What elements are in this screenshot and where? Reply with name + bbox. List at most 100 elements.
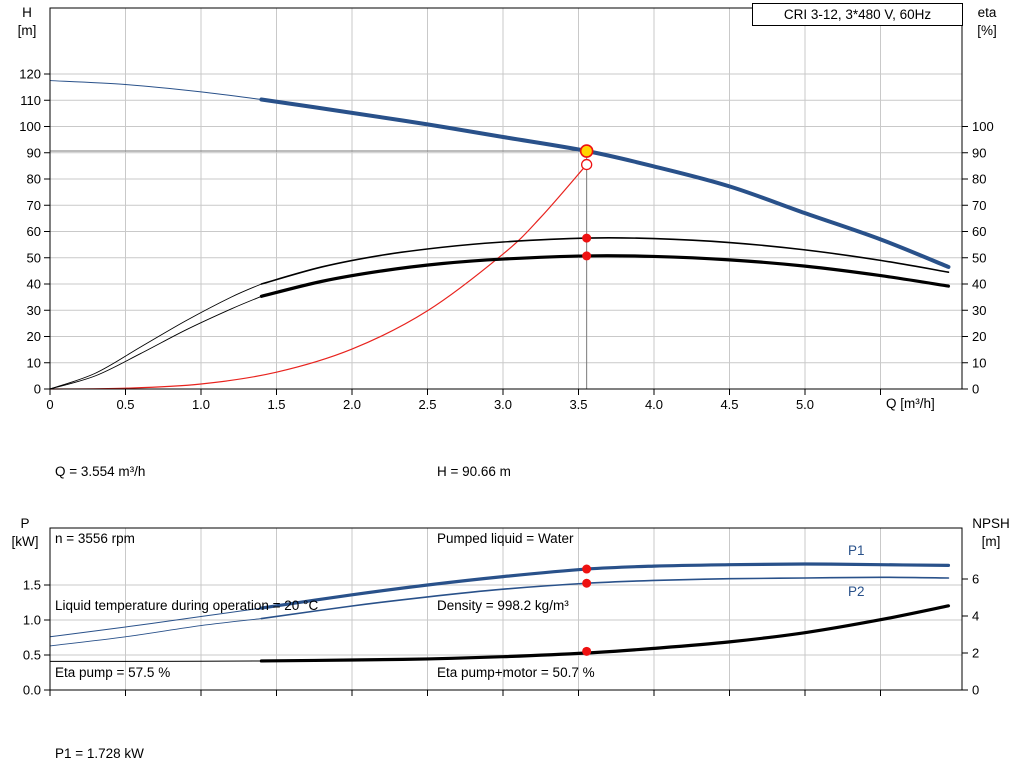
top-chart-ytick-right: 20 [972, 329, 986, 344]
curve-h-curve-leadin [49, 80, 262, 100]
readout-q: Q = 3.554 m³/h [55, 463, 146, 479]
top-chart-ytick-right: 0 [972, 382, 979, 397]
h-axis-title: H [m] [10, 4, 44, 40]
pump-model-title: CRI 3-12, 3*480 V, 60Hz [752, 3, 963, 26]
eta-axis-unit: [%] [977, 23, 997, 38]
curve-eta-pump-motor [259, 254, 951, 298]
p1-point [582, 564, 592, 574]
h-axis-symbol: H [22, 5, 32, 20]
curve-p1 [259, 562, 951, 610]
p2-curve-label: P2 [848, 584, 865, 599]
readout-h: H = 90.66 m [437, 463, 511, 479]
top-chart-ytick-left: 110 [20, 93, 41, 108]
readout-eta-pump: Eta pump = 57.5 % [55, 665, 171, 681]
readout-density: Density = 998.2 kg/m³ [437, 598, 569, 614]
power-readouts: P1 = 1.728 kW P2 = 1.525 kW NPSH = 2.09 … [55, 698, 149, 781]
top-chart-xtick: 2.0 [343, 397, 361, 412]
top-chart-ytick-right: 30 [972, 303, 986, 318]
top-chart-xtick: 0 [46, 397, 53, 412]
top-chart-ytick-right: 50 [972, 250, 986, 265]
p1-curve-label: P1 [848, 543, 865, 558]
curve-system-curve [49, 163, 588, 390]
p2-point [582, 578, 592, 588]
top-chart-ytick-left: 100 [19, 119, 41, 134]
top-chart-xtick: 3.5 [569, 397, 587, 412]
p-axis-title: P [kW] [6, 515, 44, 551]
duty-readouts-right: H = 90.66 m Pumped liquid = Water Densit… [437, 416, 595, 730]
top-chart-ytick-left: 50 [27, 250, 41, 265]
eta-axis-symbol: eta [977, 5, 997, 20]
top-chart-ytick-left: 30 [27, 303, 41, 318]
top-chart-ytick-left: 10 [27, 355, 41, 370]
bottom-chart-ytick-left: 1.0 [23, 613, 41, 628]
p-axis-symbol: P [20, 516, 30, 531]
curve-eta-pump-leadin [49, 283, 262, 390]
top-chart-xtick: 2.5 [418, 397, 436, 412]
top-chart-ytick-left: 80 [27, 172, 41, 187]
top-chart-ticks: 0 10 20 30 40 50 60 70 80 90 100 110 120 0 10 20 30 40 50 6… [19, 67, 993, 413]
top-chart: 0 10 20 30 40 50 60 70 80 90 100 110 120 0 10 20 30 40 50 6… [19, 7, 994, 413]
duty-readouts-left: Q = 3.554 m³/h n = 3556 rpm Liquid tempe… [55, 416, 318, 730]
bottom-chart-ytick-left: 0.0 [23, 683, 41, 698]
top-chart-ytick-left: 20 [27, 329, 41, 344]
npsh-point [582, 646, 592, 656]
top-chart-ytick-right: 40 [972, 277, 986, 292]
curve-eta-pump-motor-leadin [49, 295, 262, 390]
q-axis-title: Q [m³/h] [886, 396, 935, 411]
bottom-chart-ytick-left: 0.5 [23, 648, 41, 663]
top-chart-ytick-right: 60 [972, 224, 986, 239]
bottom-chart-ytick-right: 6 [972, 572, 979, 587]
eta-axis-title: eta [%] [966, 4, 1008, 40]
curve-npsh [259, 604, 951, 663]
readout-pumped-liquid: Pumped liquid = Water [437, 531, 574, 547]
top-chart-ytick-left: 120 [19, 67, 41, 82]
top-chart-xtick: 1.0 [192, 397, 210, 412]
top-chart-xtick: 0.5 [116, 397, 134, 412]
top-chart-ytick-left: 90 [27, 145, 41, 160]
curve-p2 [260, 576, 950, 620]
bottom-chart-ytick-right: 2 [972, 646, 979, 661]
readout-liquid-temperature: Liquid temperature during operation = 20… [55, 598, 319, 614]
top-chart-ytick-right: 100 [972, 119, 994, 134]
curve-p1-leadin [49, 607, 262, 638]
bottom-chart-ticks: 0.0 0.5 1.0 1.5 0 2 4 6 [23, 572, 979, 698]
top-chart-ytick-right: 10 [972, 355, 986, 370]
bottom-chart-ytick-right: 4 [972, 609, 979, 624]
readout-eta-pump-motor: Eta pump+motor = 50.7 % [437, 665, 595, 681]
top-chart-xtick: 4.0 [645, 397, 663, 412]
bottom-chart: 0.0 0.5 1.0 1.5 0 2 4 6 [23, 527, 979, 698]
readout-speed: n = 3556 rpm [55, 531, 135, 547]
duty-point[interactable] [579, 144, 594, 158]
duty-crosshair [50, 150, 588, 389]
top-chart-ytick-left: 40 [27, 277, 41, 292]
npsh-axis-unit: [m] [981, 534, 1001, 549]
curve-p2-leadin [49, 618, 262, 647]
bottom-chart-border [49, 527, 963, 691]
top-chart-ytick-left: 60 [27, 224, 41, 239]
top-chart-xtick: 4.5 [720, 397, 738, 412]
top-chart-xtick: 1.5 [267, 397, 285, 412]
bottom-chart-ytick-right: 0 [972, 683, 979, 698]
top-chart-xtick: 3.0 [494, 397, 512, 412]
eta-pump-motor-point [582, 251, 592, 261]
p-axis-unit: [kW] [11, 534, 39, 549]
top-chart-ytick-right: 80 [972, 172, 986, 187]
top-chart-border [49, 7, 963, 390]
top-chart-grid [50, 8, 962, 389]
curve-h-curve [259, 97, 951, 269]
top-chart-xtick: 5.0 [796, 397, 814, 412]
npsh-axis-title: NPSH [m] [964, 515, 1018, 551]
npsh-axis-symbol: NPSH [972, 516, 1010, 531]
bottom-chart-grid [50, 528, 962, 690]
top-chart-ytick-left: 70 [27, 198, 41, 213]
top-chart-ytick-right: 90 [972, 145, 986, 160]
bottom-chart-ytick-left: 1.5 [23, 578, 41, 593]
h-axis-unit: [m] [17, 23, 37, 38]
top-chart-ytick-left: 0 [34, 382, 41, 397]
system-curve-point [581, 158, 593, 171]
curve-eta-pump [260, 236, 950, 285]
eta-pump-point [582, 233, 592, 243]
top-chart-ytick-right: 70 [972, 198, 986, 213]
